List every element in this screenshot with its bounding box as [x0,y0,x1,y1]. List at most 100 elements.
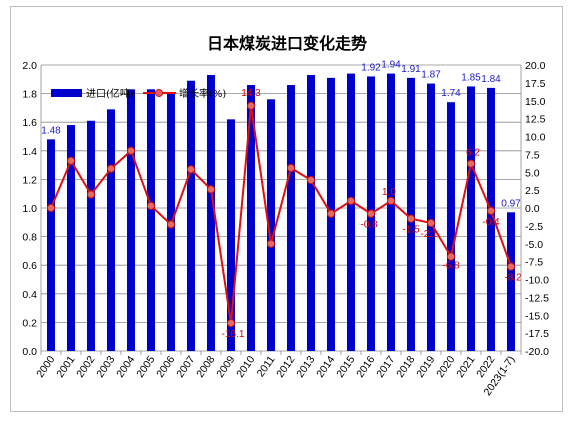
bar-data-label: 1.85 [461,72,481,83]
x-tick-label: 2012 [274,354,297,380]
x-tick-label: 2014 [314,354,337,380]
y-right-tick-label: -10.0 [525,275,549,287]
bar [287,85,295,352]
chart-frame: 日本煤炭进口变化走势 1.48 1.92 1.94 1.91 1.87 1.74 1.85 1… [10,6,563,412]
line-data-label: 6.2 [466,148,480,159]
y-right-tick-label: -2.5 [525,221,543,233]
line-layer [46,101,516,328]
bar-data-label: 1.84 [481,74,501,85]
y-left-tick-label: 1.8 [22,89,37,101]
growth-point [426,218,436,228]
line-data-label: -0.8 [360,220,378,231]
growth-point [446,252,456,261]
bar [447,102,455,352]
bar [227,119,235,351]
bar [87,120,95,352]
growth-point [166,220,176,229]
line-data-label: -16.1 [222,329,245,340]
line-data-label: 14.3 [241,88,261,99]
bar [267,99,275,351]
x-tick-label: 2013 [294,354,317,380]
growth-point [366,209,376,218]
bar [467,86,475,351]
growth-point [186,165,196,174]
y-left-tick-label: 0.8 [22,232,37,244]
y-right-tick-label: 5.0 [525,167,540,179]
bar [487,87,495,351]
y-left-tick-label: 0.6 [22,260,37,272]
y-left-tick-label: 0.4 [22,289,37,301]
x-tick-label: 2009 [214,354,237,380]
bar [67,125,75,351]
x-tick-label: 2010 [234,354,257,380]
bar [47,139,55,351]
bar [307,75,315,351]
x-tick-label: 2016 [354,354,377,380]
x-tick-label: 2021 [454,354,477,380]
growth-point [46,203,56,213]
y-right-tick-label: 2.5 [525,185,540,197]
legend: 进口(亿吨) 增长率(%) [51,87,226,100]
growth-point [286,163,296,173]
x-tick-label: 2002 [74,354,97,380]
line-data-label: -0.4 [482,217,500,228]
x-tick-label: 2006 [154,354,177,380]
y-right-tick-label: 0.0 [525,203,540,215]
growth-point [226,319,236,328]
chart-title: 日本煤炭进口变化走势 [207,34,367,53]
y-right-tick-label: -17.5 [525,328,549,340]
growth-point [326,209,336,218]
y-right-tick-label: -7.5 [525,257,543,269]
legend-marker-growth [155,89,163,97]
y-left-tick-label: 0.2 [22,317,37,329]
growth-point [126,146,136,155]
x-tick-label: 2005 [134,354,157,380]
x-tick-label: 2011 [255,354,278,380]
x-tick-label: 2008 [194,354,217,380]
bar-data-label: 1.91 [401,64,421,75]
line-data-label: -8.2 [504,273,522,284]
bar-data-label: 1.92 [361,62,381,73]
legend-label-imports: 进口(亿吨) [86,87,134,100]
chart-svg: 日本煤炭进口变化走势 1.481.92 1.94 1.911.871.741.85 1… [22,34,549,398]
y-right-tick-label: 7.5 [525,149,540,161]
bar [427,83,435,351]
growth-point [486,206,496,215]
growth-point [386,196,396,205]
y-left-tick-label: 1.0 [22,203,37,215]
bar [387,73,395,351]
growth-point [306,176,316,185]
growth-point [66,156,76,165]
growth-point [146,201,156,210]
y-right-tick-label: -15.0 [525,310,549,322]
growth-point [266,239,276,248]
growth-point [506,262,516,271]
bars-layer [47,73,515,352]
y-right-tick-label: 15.0 [525,96,546,108]
line-data-label: -6.8 [442,261,460,272]
growth-point [106,164,116,173]
labels-layer: 1.48 1.92 1.94 1.911.871.741.85 1.84 0.97 -16.… [41,60,522,341]
line-data-label: -2.1 [420,229,438,240]
y-right-tick-label: 17.5 [525,78,546,90]
bar [207,75,215,351]
y-right-tick-label: 12.5 [525,114,546,126]
bar [107,109,115,351]
x-tick-label: 2018 [394,354,417,380]
x-tick-label: 2003 [94,354,117,380]
bar [187,80,195,351]
y-right-tick-label: -20.0 [525,346,549,358]
x-tick-label: 2000 [34,354,57,380]
x-tick-label: 2020 [434,354,457,380]
y-right-tick-label: -12.5 [525,292,549,304]
bar [127,89,135,351]
bar-data-label: 1.48 [41,125,61,136]
growth-point [86,190,96,199]
line-data-label: 1.0 [382,187,396,198]
x-tick-label: 2004 [114,354,137,380]
x-tick-label: 2019 [414,354,437,380]
growth-point [346,196,356,205]
bar-data-label: 1.87 [421,70,441,81]
y-left-tick-label: 0.0 [22,346,37,358]
bar-data-label: 0.97 [501,198,521,209]
